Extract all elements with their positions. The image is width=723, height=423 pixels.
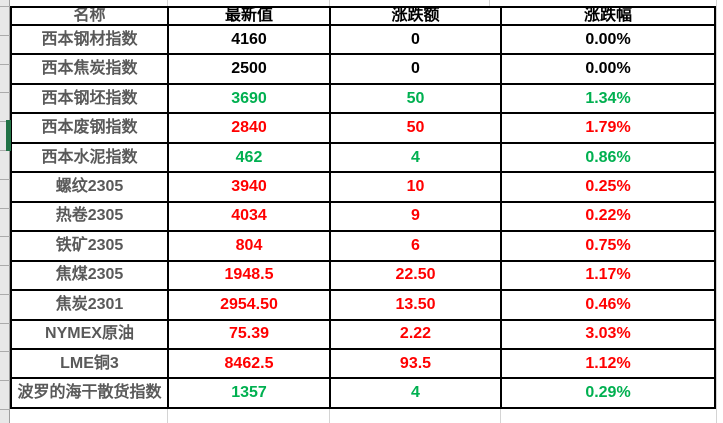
table-row: 焦炭2301 2954.50 13.50 0.46% xyxy=(10,289,716,321)
cell-change[interactable]: 10 xyxy=(329,171,502,203)
row-header-gridline xyxy=(0,207,10,209)
row-header-gridline xyxy=(0,92,10,94)
table-row: 焦煤2305 1948.5 22.50 1.17% xyxy=(10,259,716,292)
cell-change[interactable]: 50 xyxy=(329,82,502,115)
table-row: 西本钢坯指数 3690 50 1.34% xyxy=(10,82,716,115)
sheet-gridline xyxy=(489,0,490,6)
cell-change[interactable]: 13.50 xyxy=(329,289,502,321)
row-header-gridline xyxy=(0,149,10,151)
cell-change[interactable]: 50 xyxy=(329,112,502,144)
cell-name[interactable]: 焦煤2305 xyxy=(10,259,169,292)
cell-pct[interactable]: 0.29% xyxy=(500,377,716,409)
cell-pct[interactable]: 3.03% xyxy=(500,318,716,350)
cell-pct[interactable]: 1.17% xyxy=(500,259,716,292)
cell-latest[interactable]: 3940 xyxy=(167,171,331,203)
cell-name[interactable]: 波罗的海干散货指数 xyxy=(10,377,169,409)
cell-pct[interactable]: 0.86% xyxy=(500,141,716,174)
cell-latest[interactable]: 75.39 xyxy=(167,318,331,350)
header-row: 名称 最新值 涨跌额 涨跌幅 xyxy=(10,6,716,26)
table-row: LME铜3 8462.5 93.5 1.12% xyxy=(10,347,716,380)
cell-name[interactable]: LME铜3 xyxy=(10,347,169,380)
cell-latest[interactable]: 1948.5 xyxy=(167,259,331,292)
cell-latest[interactable]: 8462.5 xyxy=(167,347,331,380)
table-row: 波罗的海干散货指数 1357 4 0.29% xyxy=(10,377,716,409)
row-header-gridline xyxy=(0,380,10,382)
cell-change[interactable]: 0 xyxy=(329,23,502,56)
sheet-gridline xyxy=(329,0,330,6)
sheet-gridline xyxy=(329,409,330,423)
row-header-gridline xyxy=(0,121,10,123)
cell-name[interactable]: 西本水泥指数 xyxy=(10,141,169,174)
sheet-gridline xyxy=(167,409,168,423)
row-header-gridline xyxy=(0,6,10,7)
cell-latest[interactable]: 2840 xyxy=(167,112,331,144)
cell-name[interactable]: 西本焦炭指数 xyxy=(10,53,169,85)
cell-latest[interactable]: 462 xyxy=(167,141,331,174)
header-cell-latest[interactable]: 最新值 xyxy=(167,6,331,26)
cell-name[interactable]: 铁矿2305 xyxy=(10,230,169,262)
row-header-gridline xyxy=(0,34,10,36)
cell-change[interactable]: 2.22 xyxy=(329,318,502,350)
cell-change[interactable]: 6 xyxy=(329,230,502,262)
table-row: 铁矿2305 804 6 0.75% xyxy=(10,230,716,262)
cell-latest[interactable]: 2500 xyxy=(167,53,331,85)
table-row: 西本焦炭指数 2500 0 0.00% xyxy=(10,53,716,85)
cell-latest[interactable]: 4160 xyxy=(167,23,331,56)
cell-latest[interactable]: 804 xyxy=(167,230,331,262)
table-header: 名称 最新值 涨跌额 涨跌幅 xyxy=(10,6,716,26)
cell-name[interactable]: NYMEX原油 xyxy=(10,318,169,350)
cell-pct[interactable]: 0.22% xyxy=(500,200,716,233)
cell-name[interactable]: 热卷2305 xyxy=(10,200,169,233)
row-header-gridline xyxy=(0,322,10,324)
cell-latest[interactable]: 2954.50 xyxy=(167,289,331,321)
header-cell-name[interactable]: 名称 xyxy=(10,6,169,26)
cell-name[interactable]: 西本钢坯指数 xyxy=(10,82,169,115)
cell-change[interactable]: 9 xyxy=(329,200,502,233)
data-table: 名称 最新值 涨跌额 涨跌幅 西本钢材指数 4160 0 0.00% 西本焦炭指数 250… xyxy=(10,6,716,409)
table-row: 热卷2305 4034 9 0.22% xyxy=(10,200,716,233)
cell-pct[interactable]: 1.79% xyxy=(500,112,716,144)
sheet-gridline xyxy=(167,0,168,6)
cell-change[interactable]: 22.50 xyxy=(329,259,502,292)
row-header-gridline xyxy=(0,178,10,180)
cell-change[interactable]: 0 xyxy=(329,53,502,85)
cell-change[interactable]: 4 xyxy=(329,377,502,409)
table-row: 西本钢材指数 4160 0 0.00% xyxy=(10,23,716,56)
row-header-strip[interactable] xyxy=(0,0,10,423)
cell-name[interactable]: 西本钢材指数 xyxy=(10,23,169,56)
sheet-gridline xyxy=(716,0,717,423)
cell-name[interactable]: 焦炭2301 xyxy=(10,289,169,321)
cell-latest[interactable]: 4034 xyxy=(167,200,331,233)
row-header-gridline xyxy=(0,265,10,267)
cell-pct[interactable]: 0.00% xyxy=(500,23,716,56)
row-header-gridline xyxy=(0,63,10,65)
cell-change[interactable]: 4 xyxy=(329,141,502,174)
cell-change[interactable]: 93.5 xyxy=(329,347,502,380)
cell-pct[interactable]: 0.25% xyxy=(500,171,716,203)
header-cell-pct[interactable]: 涨跌幅 xyxy=(500,6,716,26)
row-header-gridline xyxy=(0,236,10,238)
sheet-gridline xyxy=(500,409,501,423)
cell-pct[interactable]: 1.12% xyxy=(500,347,716,380)
cell-latest[interactable]: 3690 xyxy=(167,82,331,115)
active-row-selection-indicator xyxy=(6,120,11,151)
table-row: 西本水泥指数 462 4 0.86% xyxy=(10,141,716,174)
header-cell-change[interactable]: 涨跌额 xyxy=(329,6,502,26)
row-header-gridline xyxy=(0,351,10,353)
cell-pct[interactable]: 1.34% xyxy=(500,82,716,115)
cell-pct[interactable]: 0.46% xyxy=(500,289,716,321)
row-header-gridline xyxy=(0,409,10,410)
row-header-gridline xyxy=(0,293,10,295)
table-body: 西本钢材指数 4160 0 0.00% 西本焦炭指数 2500 0 0.00% 西本钢坯指数 36… xyxy=(10,23,716,409)
table-row: NYMEX原油 75.39 2.22 3.03% xyxy=(10,318,716,350)
cell-pct[interactable]: 0.75% xyxy=(500,230,716,262)
cell-name[interactable]: 螺纹2305 xyxy=(10,171,169,203)
cell-name[interactable]: 西本废钢指数 xyxy=(10,112,169,144)
cell-pct[interactable]: 0.00% xyxy=(500,53,716,85)
table-row: 西本废钢指数 2840 50 1.79% xyxy=(10,112,716,144)
table-row: 螺纹2305 3940 10 0.25% xyxy=(10,171,716,203)
cell-latest[interactable]: 1357 xyxy=(167,377,331,409)
